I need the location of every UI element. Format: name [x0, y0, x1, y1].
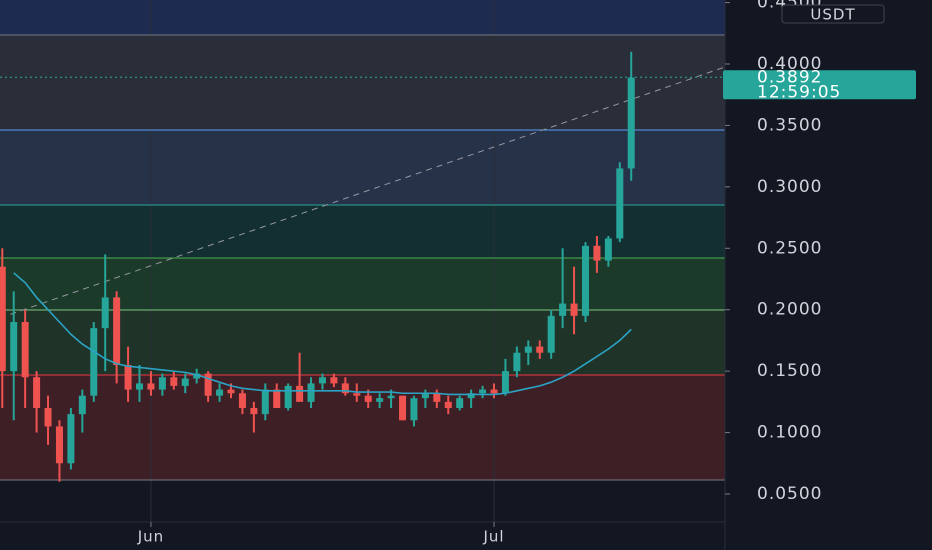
candle-body — [124, 364, 132, 390]
candle-body — [67, 414, 75, 464]
candle-body — [570, 303, 578, 316]
candle-body — [593, 245, 601, 261]
candle-body — [433, 393, 441, 402]
currency-label: USDT — [810, 6, 855, 24]
candle-body — [616, 168, 624, 239]
x-tick-label: Jun — [137, 528, 164, 546]
candle-body — [307, 383, 315, 402]
candle-body — [341, 383, 349, 394]
candle-body — [33, 377, 41, 408]
candle-body — [193, 373, 201, 379]
candle-body — [399, 395, 407, 421]
candle-body — [90, 328, 98, 396]
candle-body — [490, 389, 498, 394]
level-band — [0, 257, 725, 310]
candle-body — [364, 395, 372, 402]
price-badge — [723, 70, 916, 100]
candle-body — [170, 377, 178, 386]
candle-body — [513, 352, 521, 372]
candle-body — [78, 395, 86, 415]
candle-body — [273, 389, 281, 408]
candle-body — [101, 297, 109, 329]
candle-body — [136, 383, 144, 390]
level-band — [0, 129, 725, 206]
candle-body — [296, 385, 304, 402]
x-tick-label: Jul — [482, 528, 504, 546]
candle-body — [0, 266, 6, 372]
candle-body — [387, 395, 395, 399]
candle-body — [227, 389, 235, 394]
y-tick-label: 0.0500 — [757, 484, 822, 504]
candle-body — [376, 398, 384, 402]
candle-body — [581, 245, 589, 316]
candle-body — [113, 297, 121, 365]
candle-body — [284, 385, 292, 408]
y-tick-label: 0.2000 — [757, 300, 822, 320]
candle-body — [479, 389, 487, 394]
moving-average — [13, 272, 632, 396]
candle-body — [524, 346, 532, 353]
price-axis: 0.45000.40000.35000.30000.25000.20000.15… — [723, 0, 916, 504]
candle-body — [456, 398, 464, 408]
countdown-label: 12:59:05 — [757, 82, 841, 102]
y-tick-label: 0.3000 — [757, 177, 822, 197]
candle-body — [501, 371, 509, 394]
candle-body — [353, 393, 361, 396]
plot-area — [0, 0, 726, 522]
candle-body — [318, 377, 326, 384]
y-tick-label: 0.1500 — [757, 361, 822, 381]
candle-body — [216, 389, 224, 396]
candle-body — [421, 393, 429, 399]
candle-body — [444, 401, 452, 408]
price-label: 0.3892 — [757, 67, 822, 87]
trend-line — [0, 66, 726, 319]
candle-body — [238, 393, 246, 408]
level-band — [0, 0, 725, 36]
candle-body — [559, 303, 567, 316]
candle-body — [158, 377, 166, 390]
candle-body — [21, 321, 29, 378]
y-tick-label: 0.1000 — [757, 423, 822, 443]
candle-body — [547, 315, 555, 353]
currency-badge — [781, 4, 885, 24]
y-tick-label: 0.4000 — [757, 54, 822, 74]
candle-body — [55, 426, 63, 464]
candle-body — [10, 321, 18, 372]
candle-body — [181, 378, 189, 386]
level-band — [0, 374, 725, 480]
candle-body — [44, 407, 52, 427]
candle-body — [410, 398, 418, 421]
level-band — [0, 205, 725, 258]
candle-body — [250, 407, 258, 415]
candle-body — [604, 238, 612, 261]
level-band — [0, 35, 725, 130]
candle-body — [261, 389, 269, 415]
candle-body — [147, 383, 155, 390]
y-tick-label: 0.2500 — [757, 238, 822, 258]
candle-body — [204, 373, 212, 396]
candle-body — [467, 393, 475, 399]
candle-body — [330, 377, 338, 384]
candle-body — [536, 346, 544, 353]
candle-body — [627, 77, 635, 169]
y-tick-label: 0.3500 — [757, 115, 822, 135]
